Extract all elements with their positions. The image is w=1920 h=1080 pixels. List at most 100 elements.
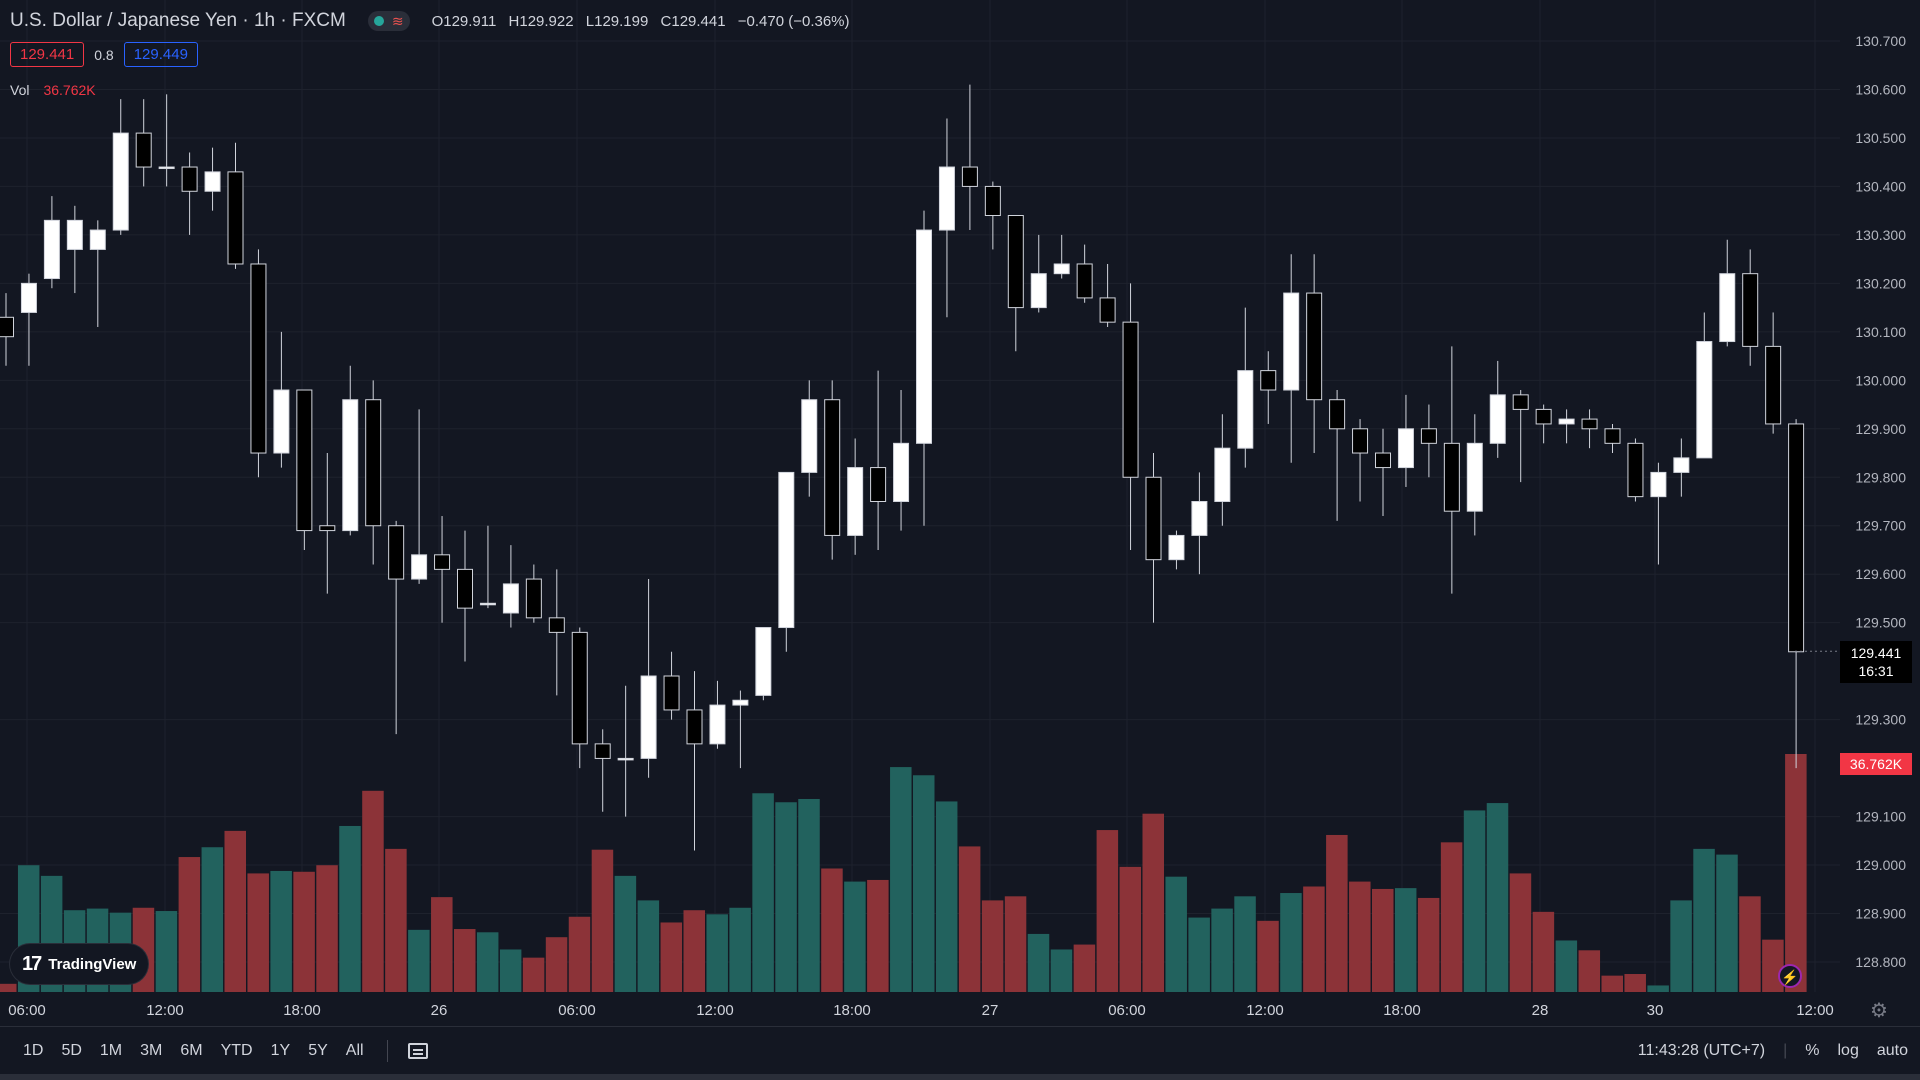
price-tick-label: 129.900 (1855, 421, 1906, 437)
candle-body (1352, 428, 1369, 454)
log-toggle[interactable]: log (1837, 1042, 1859, 1059)
volume-bar (178, 857, 201, 992)
sell-button[interactable]: 129.441 (10, 42, 85, 67)
candle-body (1420, 428, 1437, 444)
symbol-title[interactable]: U.S. Dollar / Japanese Yen · 1h · FXCM (10, 10, 346, 31)
volume-bar (0, 983, 17, 992)
volume-bar (316, 865, 338, 992)
lightning-icon[interactable]: ⚡ (1778, 964, 1802, 988)
candle-body (1237, 370, 1254, 449)
price-tick-label: 128.800 (1855, 954, 1906, 970)
candle (640, 579, 657, 778)
market-status[interactable]: ≋ (367, 11, 410, 31)
candle-body (1214, 447, 1231, 503)
candle-body (824, 399, 841, 536)
volume-bar (844, 881, 866, 992)
candle (135, 99, 152, 187)
candle-body (1122, 321, 1139, 478)
candle (502, 545, 519, 628)
candle (20, 273, 37, 366)
volume-bar (637, 900, 660, 992)
range-1d[interactable]: 1D (23, 1042, 44, 1059)
volume-bar (1785, 753, 1807, 992)
candle-body (755, 627, 772, 696)
candle-body (1719, 273, 1736, 343)
volume-bar (362, 790, 384, 992)
candle-body (1260, 370, 1277, 391)
range-1y[interactable]: 1Y (270, 1042, 291, 1059)
range-6m[interactable]: 6M (180, 1042, 203, 1059)
candle (824, 380, 841, 560)
volume-legend[interactable]: Vol 36.762K (10, 82, 96, 98)
candle-body (1306, 292, 1323, 401)
candle-body (870, 467, 887, 502)
volume-bar (1463, 810, 1486, 992)
candle-body (388, 525, 405, 580)
tradingview-logo[interactable]: 17 TradingView (10, 944, 149, 984)
candle (181, 152, 198, 235)
time-axis: 06:00 12:00 18:00 26 06:00 12:00 18:00 27 06:00 1… (8, 1002, 1834, 1019)
volume-bar (660, 922, 683, 992)
candle (1765, 312, 1782, 434)
time-tick-label: 18:00 (833, 1002, 871, 1019)
candle (870, 370, 887, 550)
time-tick-label: 18:00 (1383, 1002, 1421, 1019)
bar-countdown: 16:31 (1858, 663, 1894, 679)
data-wave-icon: ≋ (391, 12, 404, 29)
candle (1466, 414, 1483, 536)
candle-body (1397, 428, 1414, 469)
candle (525, 564, 542, 623)
candle-body (847, 467, 864, 536)
candle-body (778, 471, 795, 629)
candle-body (296, 389, 313, 532)
candle-body (1512, 394, 1529, 410)
candle (158, 94, 175, 187)
candle-body (181, 166, 198, 192)
percent-toggle[interactable]: % (1805, 1042, 1820, 1059)
candle-body (617, 757, 634, 761)
price-axis: 130.700 130.600 130.500 130.400 130.300 130.2… (1855, 33, 1906, 970)
volume-bar (706, 914, 728, 992)
bottom-toolbar: 1D 5D 1M 3M 6M YTD 1Y 5Y All 11:43:28 (UTC+7) | … (0, 1026, 1920, 1075)
candle-body (1145, 476, 1162, 561)
range-1m[interactable]: 1M (99, 1042, 123, 1059)
candle (961, 84, 978, 231)
candle (1673, 438, 1690, 497)
range-all[interactable]: All (345, 1042, 364, 1059)
buy-button[interactable]: 129.449 (123, 42, 198, 67)
candle (732, 690, 749, 769)
candle-body (342, 399, 359, 532)
volume-legend-value: 36.762K (43, 82, 96, 98)
candle-body (0, 316, 14, 338)
candle (938, 118, 955, 318)
volume-bar (293, 871, 315, 992)
volume-bar (385, 848, 407, 992)
auto-toggle[interactable]: auto (1876, 1042, 1908, 1059)
range-5d[interactable]: 5D (61, 1042, 82, 1059)
range-5y[interactable]: 5Y (308, 1042, 328, 1059)
candle-body (457, 568, 473, 609)
candle-body (1283, 292, 1300, 391)
candle-body (984, 185, 1001, 217)
time-tick-label: 12:00 (696, 1002, 734, 1019)
candle-body (1099, 297, 1116, 323)
last-price-badge: 129.441 16:31 (1840, 641, 1912, 683)
range-3m[interactable]: 3M (140, 1042, 163, 1059)
volume-bar (1303, 886, 1325, 992)
calendar-goto-icon[interactable] (407, 1043, 428, 1059)
volume-bar (545, 937, 568, 992)
candle (1443, 346, 1460, 594)
candle-body (1489, 394, 1506, 444)
candle-body (1604, 428, 1621, 444)
gear-icon[interactable]: ⚙ (1870, 1000, 1888, 1022)
clock-time[interactable]: 11:43:28 (UTC+7) (1637, 1042, 1766, 1059)
candle (273, 331, 290, 468)
volume-bar (476, 932, 499, 992)
range-ytd[interactable]: YTD (220, 1042, 253, 1059)
chart-legend: U.S. Dollar / Japanese Yen · 1h · FXCM ≋… (10, 10, 858, 32)
candle-body (640, 675, 657, 759)
candle (1535, 404, 1552, 444)
price-tick-label: 129.000 (1855, 857, 1906, 873)
candle-body (1329, 399, 1346, 430)
